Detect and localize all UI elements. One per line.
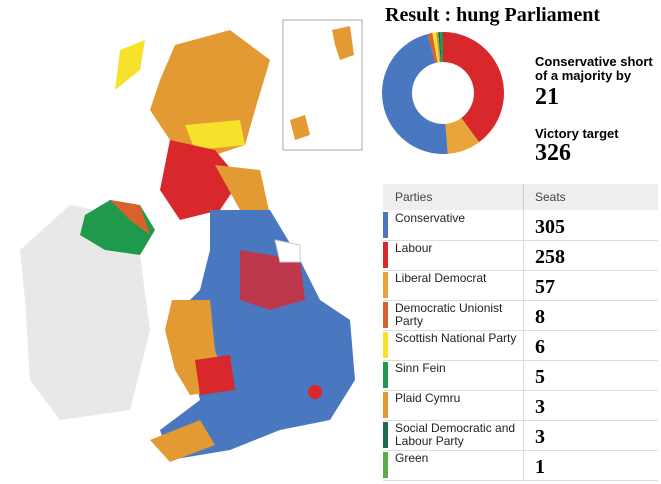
- donut-segment: [438, 32, 442, 63]
- donut-segment: [432, 32, 440, 63]
- short-value: 21: [535, 84, 559, 110]
- england: [160, 210, 355, 460]
- donut-segment: [440, 32, 443, 63]
- london: [308, 385, 322, 399]
- column-divider: [523, 420, 524, 450]
- seat-count: 57: [535, 276, 555, 298]
- table-row: Green 1: [383, 450, 658, 481]
- target-value: 326: [535, 140, 571, 166]
- western-isles: [115, 40, 145, 90]
- column-header: Parties: [395, 190, 433, 204]
- party-name: Labour: [395, 241, 433, 255]
- party-color: [383, 452, 388, 478]
- donut-segment: [437, 32, 441, 63]
- table-header: Parties Seats: [383, 184, 658, 210]
- party-color: [383, 272, 388, 298]
- seat-count: 3: [535, 426, 545, 448]
- ireland: [20, 205, 150, 420]
- column-divider: [523, 390, 524, 420]
- speaker-seat: [274, 239, 301, 263]
- seat-count: 3: [535, 396, 545, 418]
- party-name: Plaid Cymru: [395, 391, 461, 405]
- party-color: [383, 302, 388, 328]
- shetland: [332, 26, 354, 60]
- column-header: Seats: [535, 190, 566, 204]
- table-row: Liberal Democrat 57: [383, 270, 658, 301]
- party-name: Scottish National Party: [395, 331, 517, 345]
- column-divider: [523, 240, 524, 270]
- seat-count: 1: [535, 456, 545, 478]
- table-row: Plaid Cymru 3: [383, 390, 658, 421]
- short-label: Conservative short of a majority by: [535, 54, 653, 83]
- party-name: Conservative: [395, 211, 466, 225]
- seat-count: 258: [535, 246, 565, 268]
- donut-segment: [435, 32, 441, 63]
- cornwall: [150, 420, 215, 462]
- column-divider: [523, 270, 524, 300]
- ni-east: [110, 200, 150, 235]
- scotland-snp: [185, 120, 245, 150]
- party-name: Sinn Fein: [395, 361, 446, 375]
- orkney: [290, 115, 310, 140]
- party-color: [383, 392, 388, 418]
- party-color: [383, 212, 388, 238]
- party-color: [383, 242, 388, 268]
- party-name: Green: [395, 451, 429, 465]
- column-divider: [523, 360, 524, 390]
- donut-segment: [382, 33, 448, 154]
- column-divider: [523, 450, 524, 480]
- inset-frame: [282, 19, 363, 151]
- table-row: Labour 258: [383, 240, 658, 271]
- column-divider: [523, 300, 524, 330]
- borders: [215, 165, 270, 215]
- table-row: Sinn Fein 5: [383, 360, 658, 391]
- map: [20, 19, 363, 462]
- party-color: [383, 332, 388, 358]
- column-divider: [523, 184, 524, 210]
- seat-count: 8: [535, 306, 545, 328]
- title: Result : hung Parliament: [385, 4, 600, 26]
- party-name: Democratic Unionist Party: [395, 301, 503, 328]
- donut-segment: [427, 32, 438, 63]
- party-name: Social Democratic and Labour Party: [395, 421, 516, 448]
- table-row: Conservative 305: [383, 210, 658, 241]
- party-color: [383, 362, 388, 388]
- target-label: Victory target: [535, 126, 619, 141]
- england-north: [240, 250, 305, 310]
- party-name: Liberal Democrat: [395, 271, 487, 285]
- party-color: [383, 422, 388, 448]
- table-row: Scottish National Party 6: [383, 330, 658, 361]
- seat-count: 6: [535, 336, 545, 358]
- donut-segment: [445, 118, 480, 154]
- table-row: Democratic Unionist Party 8: [383, 300, 658, 331]
- table-row: Social Democratic and Labour Party 3: [383, 420, 658, 451]
- south-wales: [195, 355, 235, 395]
- donut-segment: [443, 32, 504, 143]
- seat-count: 5: [535, 366, 545, 388]
- column-divider: [523, 330, 524, 360]
- seat-count: 305: [535, 216, 565, 238]
- column-divider: [523, 210, 524, 240]
- scotland-central: [160, 140, 240, 220]
- donut-chart: [382, 32, 504, 154]
